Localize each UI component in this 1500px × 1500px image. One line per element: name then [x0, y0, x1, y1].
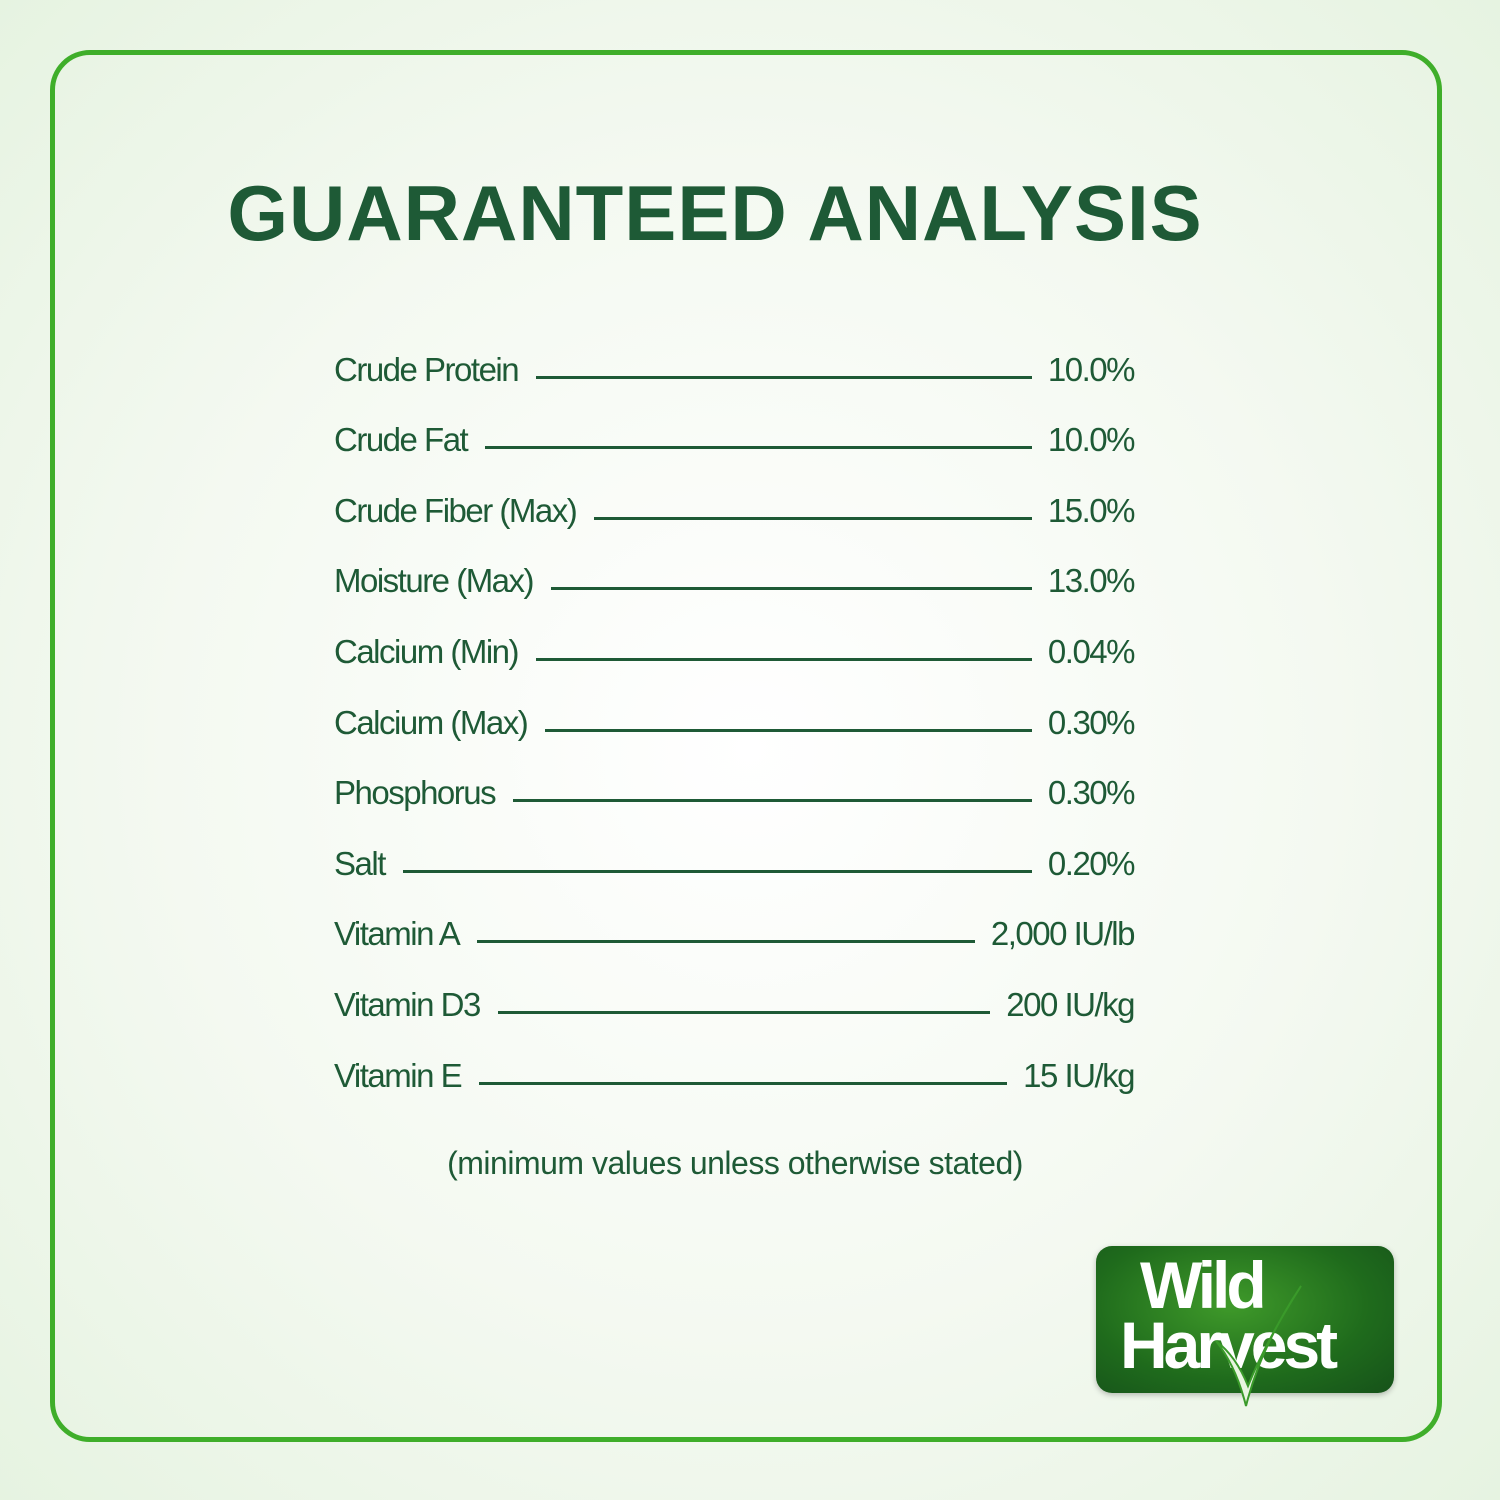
page-title: GUARANTEED ANALYSIS: [227, 169, 1203, 257]
row-value: 0.30%: [1047, 774, 1136, 812]
analysis-row: Crude Fat 10.0%: [334, 389, 1136, 460]
row-value: 0.30%: [1047, 703, 1136, 741]
analysis-row: Crude Fiber (Max) 15.0%: [334, 459, 1136, 530]
analysis-row: Phosphorus 0.30%: [334, 742, 1136, 813]
analysis-row: Vitamin A 2,000 IU/lb: [334, 883, 1136, 954]
analysis-row: Calcium (Min) 0.04%: [334, 600, 1136, 671]
leader-line: [551, 587, 1032, 591]
leader-line: [497, 1010, 991, 1014]
brand-logo: Wild Harvest: [1096, 1246, 1394, 1407]
row-label: Crude Fat: [334, 421, 469, 459]
leader-line: [594, 516, 1032, 520]
panel-border: [50, 50, 1442, 1442]
analysis-row: Vitamin D3 200 IU/kg: [334, 953, 1135, 1024]
leaf-swoosh-icon: [1215, 1285, 1302, 1407]
leader-line: [536, 375, 1032, 379]
row-value: 15.0%: [1047, 491, 1136, 529]
row-value: 0.04%: [1047, 632, 1136, 670]
leader-line: [513, 799, 1032, 803]
row-value: 10.0%: [1047, 421, 1136, 459]
row-value: 0.20%: [1047, 844, 1136, 882]
row-value: 200 IU/kg: [1006, 985, 1135, 1023]
footnote: (minimum values unless otherwise stated): [447, 1145, 1023, 1181]
logo-line-2: Harvest: [1120, 1308, 1338, 1382]
leader-line: [485, 446, 1032, 450]
analysis-row: Salt 0.20%: [334, 812, 1136, 883]
analysis-row: Moisture (Max) 13.0%: [334, 530, 1136, 601]
row-label: Calcium (Max): [334, 703, 529, 741]
analysis-row: Calcium (Max) 0.30%: [334, 671, 1136, 742]
row-value: 10.0%: [1047, 350, 1136, 388]
row-label: Crude Protein: [334, 350, 520, 388]
leader-line: [477, 940, 975, 944]
row-value: 15 IU/kg: [1023, 1056, 1135, 1094]
row-label: Crude Fiber (Max): [334, 491, 578, 529]
leader-line: [536, 657, 1032, 661]
leader-line: [402, 869, 1032, 873]
row-label: Calcium (Min): [334, 632, 520, 670]
logo-line-1: Wild: [1140, 1248, 1267, 1322]
row-label: Moisture (Max): [334, 562, 535, 600]
row-label: Vitamin D3: [334, 985, 481, 1023]
leader-line: [545, 728, 1032, 732]
analysis-table: Crude Protein 10.0% Crude Fat 10.0% Crude …: [334, 318, 1136, 1095]
row-label: Vitamin A: [334, 915, 461, 953]
analysis-row: Crude Protein 10.0%: [334, 318, 1136, 389]
row-label: Vitamin E: [334, 1056, 463, 1094]
row-value: 2,000 IU/lb: [990, 915, 1136, 953]
leader-line: [479, 1081, 1008, 1085]
row-label: Phosphorus: [334, 774, 497, 812]
row-value: 13.0%: [1047, 562, 1136, 600]
analysis-row: Vitamin E 15 IU/kg: [334, 1024, 1135, 1095]
row-label: Salt: [334, 844, 386, 882]
